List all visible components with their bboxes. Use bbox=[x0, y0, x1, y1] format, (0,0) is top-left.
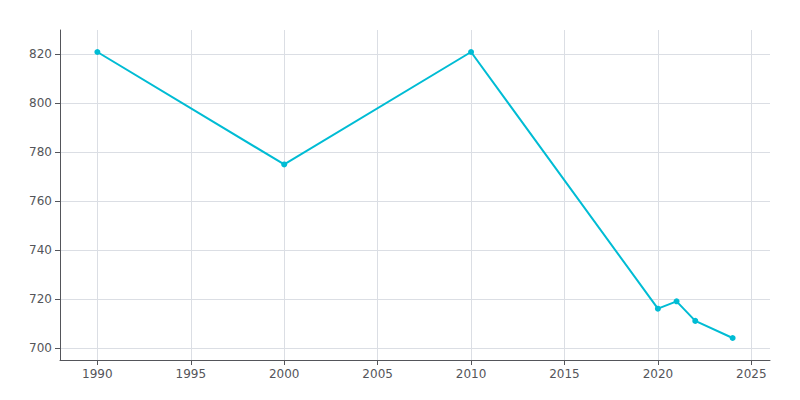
svg-text:2005: 2005 bbox=[362, 367, 393, 381]
svg-text:2000: 2000 bbox=[269, 367, 300, 381]
svg-text:2015: 2015 bbox=[549, 367, 580, 381]
svg-text:700: 700 bbox=[29, 341, 52, 355]
svg-text:2025: 2025 bbox=[736, 367, 767, 381]
svg-text:760: 760 bbox=[29, 194, 52, 208]
svg-text:2010: 2010 bbox=[456, 367, 487, 381]
svg-text:1995: 1995 bbox=[176, 367, 207, 381]
svg-text:780: 780 bbox=[29, 145, 52, 159]
svg-text:2020: 2020 bbox=[643, 367, 674, 381]
svg-text:740: 740 bbox=[29, 243, 52, 257]
svg-text:1990: 1990 bbox=[82, 367, 113, 381]
svg-text:820: 820 bbox=[29, 47, 52, 61]
svg-text:720: 720 bbox=[29, 292, 52, 306]
svg-text:800: 800 bbox=[29, 96, 52, 110]
